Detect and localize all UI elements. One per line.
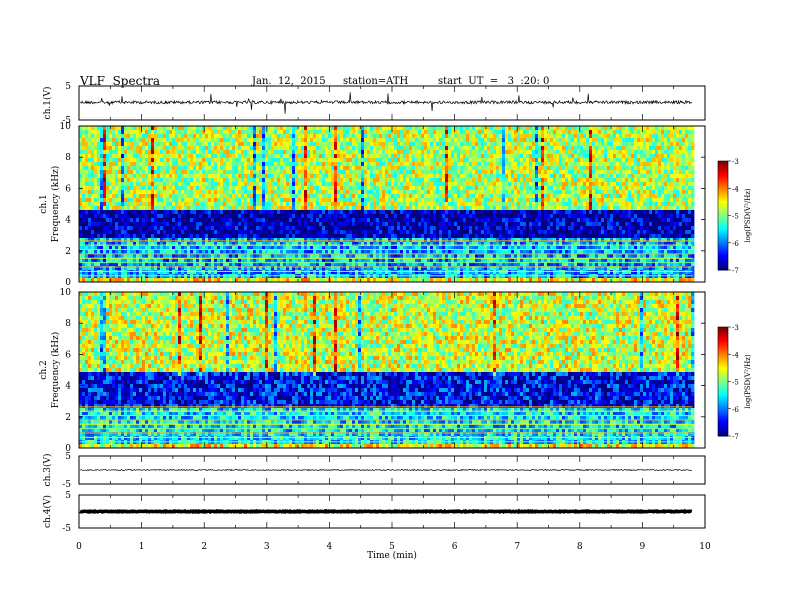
- xtick-label: 6: [452, 542, 458, 552]
- ch1-waveform-ytick-label: -5: [62, 116, 71, 126]
- ch2-spectrogram-colorbar-tick-label: -5: [732, 379, 739, 387]
- date-label: Jan. 12, 2015: [252, 76, 326, 87]
- xtick-label: 7: [514, 542, 520, 552]
- ch1-spectrogram-ylabel: ch.1: [39, 194, 49, 213]
- ch2-spectrogram-ytick-label: 0: [65, 444, 71, 454]
- xtick-label: 4: [327, 542, 333, 552]
- ch2-spectrogram-colorbar-tick-label: -6: [732, 406, 739, 414]
- ch2-spectrogram-ytick-label: 8: [65, 319, 71, 329]
- ch1-spectrogram-colorbar-tick-label: -6: [732, 240, 739, 248]
- ch2-spectrogram-ytick-label: 2: [65, 413, 71, 423]
- ch1-waveform-ytick-label: 5: [65, 82, 71, 92]
- ch2-spectrogram-ylabel: ch.2: [39, 360, 49, 379]
- ch1-spectrogram-ytick-label: 4: [65, 216, 71, 226]
- ch4-waveform-ytick-label: 5: [65, 491, 71, 501]
- ch1-spectrogram-cells: [79, 126, 695, 283]
- xaxis-label: Time (min): [367, 550, 417, 561]
- ch1-spectrogram-colorbar-tick-label: -3: [732, 158, 739, 166]
- ch2-spectrogram-transmitter-lines: [79, 406, 693, 443]
- ch3-waveform-ylabel: ch.3(V): [42, 454, 53, 487]
- ch1-spectrogram-colorbar-label: log(PSD(V²/Hz): [744, 188, 752, 243]
- ch1-spectrogram-ytick-label: 10: [60, 122, 72, 132]
- ch2-spectrogram-ylabel: Frequency (kHz): [50, 332, 61, 409]
- xtick-label: 3: [264, 542, 270, 552]
- chart-title: VLF Spectra: [80, 74, 161, 88]
- ch1-spectrogram-colorbar: [718, 161, 728, 271]
- ch1-spectrogram-transmitter-lines: [79, 240, 693, 277]
- ch2-spectrogram-ytick-label: 6: [65, 350, 71, 360]
- ch2-spectrogram-colorbar-label: log(PSD(V²/Hz): [744, 354, 752, 409]
- ch4-waveform-ylabel: ch.4(V): [42, 495, 53, 528]
- ch1-spectrogram-colorbar-tick-label: -5: [732, 213, 739, 221]
- ch3-waveform-ytick-label: 5: [65, 452, 71, 462]
- ch1-waveform-trace: [79, 92, 693, 114]
- station-label: station=ATH: [343, 76, 409, 87]
- ch2-spectrogram-ytick-label: 10: [60, 288, 72, 298]
- ch2-spectrogram-cells: [79, 292, 695, 449]
- ch1-spectrogram-colorbar-tick-label: -7: [732, 267, 739, 275]
- xtick-label: 9: [640, 542, 646, 552]
- xtick-label: 1: [139, 542, 145, 552]
- ch2-spectrogram-colorbar-tick-label: -4: [732, 351, 739, 359]
- ch1-spectrogram-ytick-label: 0: [65, 278, 71, 288]
- xtick-label: 2: [201, 542, 207, 552]
- ch2-spectrogram-ytick-label: 4: [65, 382, 71, 392]
- xtick-label: 8: [577, 542, 583, 552]
- ch4-waveform-trace: [79, 508, 693, 515]
- start-time-label: start UT = 3 :20: 0: [438, 76, 550, 87]
- ch2-spectrogram-colorbar: [718, 327, 728, 437]
- xtick-label: 0: [76, 542, 82, 552]
- ch2-spectrogram-colorbar-tick-label: -7: [732, 433, 739, 441]
- ch1-spectrogram-ylabel: Frequency (kHz): [50, 166, 61, 243]
- ch1-waveform-ylabel: ch.1(V): [42, 87, 53, 120]
- ch1-spectrogram-ytick-label: 6: [65, 184, 71, 194]
- ch3-waveform-ytick-label: -5: [62, 480, 71, 490]
- ch1-spectrogram-ytick-label: 8: [65, 153, 71, 163]
- ch1-spectrogram-colorbar-tick-label: -4: [732, 185, 739, 193]
- xtick-label: 10: [699, 542, 711, 552]
- ch1-spectrogram-ytick-label: 2: [65, 247, 71, 257]
- xtick-label: 5: [389, 542, 395, 552]
- ch3-waveform-trace: [79, 468, 692, 472]
- ch2-spectrogram-colorbar-tick-label: -3: [732, 324, 739, 332]
- ch4-waveform-ytick-label: -5: [62, 524, 71, 534]
